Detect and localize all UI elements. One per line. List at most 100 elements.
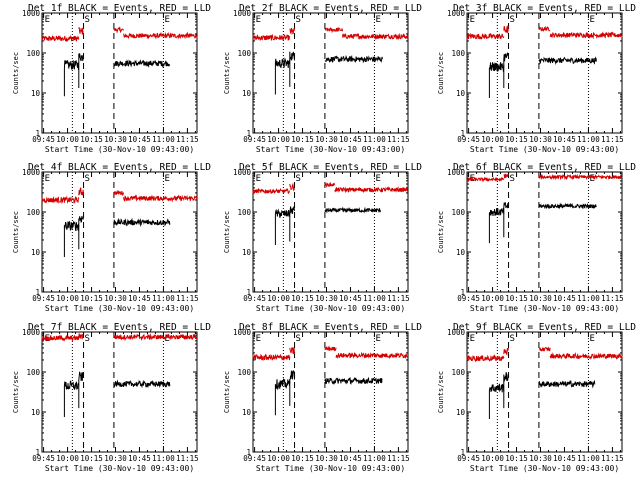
panel-title: Det 6f BLACK = Events, RED = LLD — [453, 162, 636, 173]
panel-4: Det 4f BLACK = Events, RED = LLD 1 10 100 10… — [12, 162, 211, 313]
events-series-line — [538, 379, 596, 389]
x-tick-label: 11:00 — [577, 294, 600, 303]
x-tick-label: 10:45 — [339, 294, 362, 303]
x-tick-label: 10:00 — [481, 294, 504, 303]
marker-label: S — [510, 174, 515, 184]
events-series-line — [538, 202, 597, 210]
lld-series-line — [549, 31, 623, 40]
plot-frame — [41, 331, 198, 453]
x-tick-label: 11:00 — [577, 454, 600, 463]
lld-series-line — [466, 354, 505, 363]
lld-series-line — [335, 351, 409, 360]
x-tick-label: 10:45 — [339, 135, 362, 144]
events-series-line — [289, 370, 295, 406]
marker-label: E — [589, 174, 594, 184]
events-series-line — [503, 372, 509, 409]
x-tick-label: 10:00 — [267, 294, 290, 303]
panel-6: Det 6f BLACK = Events, RED = LLD 1 10 100 10… — [437, 162, 636, 313]
lld-series-line — [252, 187, 290, 195]
y-tick-label: 1000 — [22, 9, 41, 18]
events-series-line — [324, 54, 383, 64]
x-axis-label: Start Time (30-Nov-10 09:43:00) — [45, 304, 194, 313]
x-tick-label: 11:00 — [577, 135, 600, 144]
x-tick-label: 10:30 — [529, 454, 552, 463]
lld-series-line — [78, 333, 84, 340]
y-tick-label: 1000 — [233, 9, 252, 18]
x-tick-label: 11:15 — [387, 135, 410, 144]
y-tick-label: 10 — [456, 89, 466, 98]
events-series-line — [324, 206, 382, 214]
plot-frame — [252, 331, 409, 453]
marker-label: E — [45, 15, 50, 25]
panel-9: Det 9f BLACK = Events, RED = LLD 1 10 100 10… — [437, 322, 636, 473]
marker-label: E — [164, 15, 169, 25]
x-tick-label: 09:45 — [32, 294, 55, 303]
lld-series-line — [538, 173, 623, 181]
x-tick-label: 09:45 — [457, 294, 480, 303]
y-tick-label: 100 — [237, 208, 251, 217]
x-axis-label: Start Time (30-Nov-10 09:43:00) — [470, 304, 619, 313]
plot-frame — [41, 171, 198, 293]
x-tick-label: 10:00 — [56, 294, 79, 303]
events-series-line — [488, 383, 505, 419]
marker-label: E — [375, 334, 380, 344]
lld-series-line — [466, 176, 505, 183]
lld-series-line — [113, 333, 198, 342]
events-series-line — [289, 51, 295, 87]
lld-series-line — [289, 27, 295, 35]
x-tick-label: 10:30 — [315, 294, 338, 303]
lld-series-line — [289, 182, 295, 192]
panel-title: Det 4f BLACK = Events, RED = LLD — [28, 162, 211, 173]
plot-frame — [466, 331, 623, 453]
marker-label: E — [256, 334, 261, 344]
lld-series-line — [289, 347, 295, 355]
x-tick-label: 10:15 — [505, 454, 528, 463]
y-tick-label: 100 — [26, 368, 40, 377]
y-tick-label: 10 — [31, 408, 41, 417]
x-axis-label: Start Time (30-Nov-10 09:43:00) — [256, 464, 405, 473]
marker-label: S — [510, 334, 515, 344]
x-tick-label: 10:15 — [80, 294, 103, 303]
lld-series-line — [324, 27, 343, 34]
plot-frame — [466, 171, 623, 293]
x-tick-label: 11:15 — [387, 454, 410, 463]
marker-label: S — [510, 15, 515, 25]
panel-title: Det 2f BLACK = Events, RED = LLD — [239, 3, 422, 14]
y-tick-label: 10 — [456, 248, 466, 257]
lld-series-line — [549, 352, 623, 360]
x-tick-label: 11:15 — [176, 454, 199, 463]
y-axis-label: Counts/sec — [437, 371, 445, 413]
x-tick-label: 09:45 — [32, 454, 55, 463]
x-tick-label: 11:15 — [601, 294, 624, 303]
marker-label: E — [256, 174, 261, 184]
x-tick-label: 10:00 — [481, 135, 504, 144]
x-tick-label: 10:00 — [267, 454, 290, 463]
marker-label: S — [296, 15, 301, 25]
x-axis-label: Start Time (30-Nov-10 09:43:00) — [256, 304, 405, 313]
x-tick-label: 10:30 — [529, 294, 552, 303]
lld-series-line — [538, 25, 551, 32]
marker-label: E — [589, 334, 594, 344]
x-tick-label: 10:45 — [128, 294, 151, 303]
lld-series-line — [113, 26, 124, 34]
events-series-line — [78, 371, 84, 409]
y-axis-label: Counts/sec — [223, 52, 231, 94]
x-tick-label: 10:15 — [80, 454, 103, 463]
x-tick-label: 11:15 — [387, 294, 410, 303]
lld-series-line — [538, 346, 551, 352]
y-tick-label: 1 — [246, 129, 251, 138]
x-tick-label: 10:45 — [553, 135, 576, 144]
plot-frame — [252, 171, 409, 293]
lld-series-line — [466, 32, 505, 40]
y-axis-label: Counts/sec — [12, 211, 20, 253]
x-tick-label: 11:15 — [176, 135, 199, 144]
x-tick-label: 10:00 — [56, 454, 79, 463]
panel-title: Det 5f BLACK = Events, RED = LLD — [239, 162, 422, 173]
panel-3: Det 3f BLACK = Events, RED = LLD 1 10 100 10… — [437, 3, 636, 154]
panel-title: Det 3f BLACK = Events, RED = LLD — [453, 3, 636, 14]
lld-series-line — [123, 194, 198, 203]
x-tick-label: 10:30 — [104, 135, 127, 144]
events-series-line — [113, 217, 171, 228]
events-series-line — [78, 53, 84, 88]
